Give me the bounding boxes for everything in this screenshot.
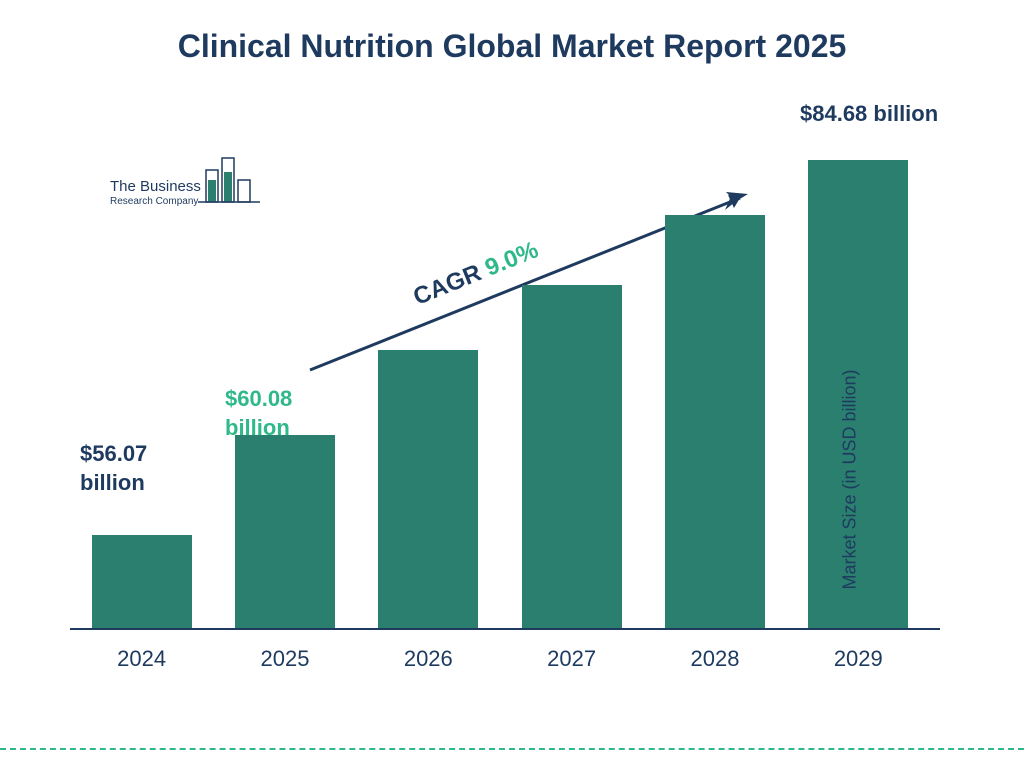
x-label-2025: 2025 (235, 646, 335, 672)
bar-2025 (235, 435, 335, 630)
y-axis-label: Market Size (in USD billion) (839, 369, 860, 589)
x-label-2028: 2028 (665, 646, 765, 672)
bar-2026 (378, 350, 478, 630)
chart-title: Clinical Nutrition Global Market Report … (0, 0, 1024, 65)
x-axis-line (70, 628, 940, 630)
x-label-2029: 2029 (808, 646, 908, 672)
x-label-2024: 2024 (92, 646, 192, 672)
value-label-2029: $84.68 billion (800, 100, 938, 129)
x-axis-labels: 2024 2025 2026 2027 2028 2029 (70, 646, 930, 672)
x-label-2027: 2027 (522, 646, 622, 672)
bar-group (70, 150, 930, 630)
x-label-2026: 2026 (378, 646, 478, 672)
bottom-dashed-line (0, 748, 1024, 750)
bar-2028 (665, 215, 765, 630)
chart-area: The Business Research Company CAGR 9.0% … (70, 110, 930, 690)
bar-2027 (522, 285, 622, 630)
bar-2024 (92, 535, 192, 630)
